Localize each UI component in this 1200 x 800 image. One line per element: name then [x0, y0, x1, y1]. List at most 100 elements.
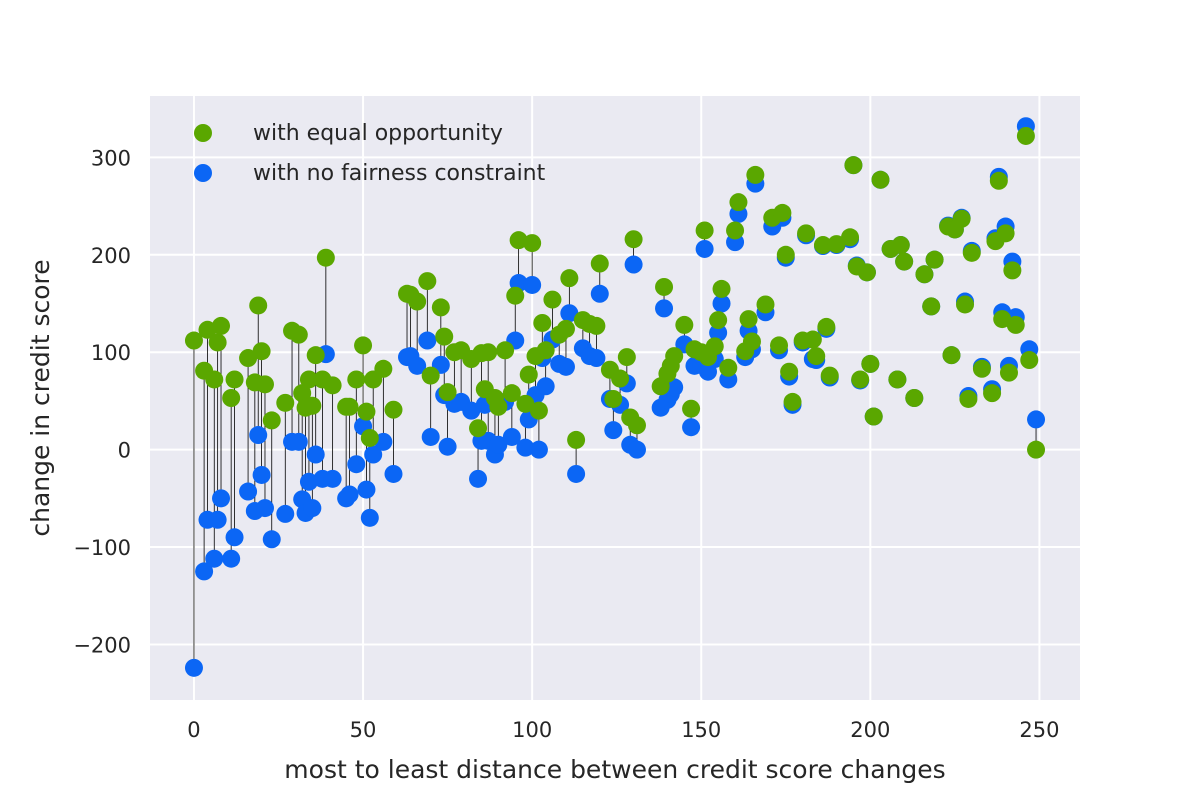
data-point-equal-opportunity [797, 224, 816, 243]
legend-label-no-fairness: with no fairness constraint [253, 161, 546, 186]
data-point-equal-opportunity [999, 363, 1018, 382]
y-tick-label: 0 [118, 439, 131, 463]
data-point-equal-opportunity [222, 389, 241, 407]
data-point-equal-opportunity [354, 336, 373, 355]
data-point-equal-opportunity [617, 348, 636, 367]
data-point-equal-opportunity [817, 317, 836, 336]
data-point-no-fairness [408, 356, 427, 375]
data-point-equal-opportunity [783, 392, 802, 411]
legend: with equal opportunity with no fairness … [194, 121, 546, 186]
data-point-no-fairness [624, 255, 643, 274]
data-point-equal-opportunity [255, 375, 274, 394]
y-tick-labels: −200 −100 0 100 200 300 [73, 146, 131, 657]
data-point-equal-opportunity [844, 156, 863, 175]
data-point-no-fairness [587, 349, 606, 368]
data-point-equal-opportunity [418, 272, 437, 291]
data-point-equal-opportunity [857, 263, 876, 282]
data-point-equal-opportunity [408, 292, 427, 311]
data-point-no-fairness [556, 357, 575, 376]
data-point-equal-opportunity [952, 209, 971, 228]
data-point-equal-opportunity [719, 358, 738, 377]
data-point-equal-opportunity [536, 341, 555, 360]
data-point-equal-opportunity [983, 384, 1002, 403]
data-point-equal-opportunity [489, 397, 508, 416]
data-point-no-fairness [360, 508, 379, 527]
data-point-equal-opportunity [742, 332, 761, 351]
data-point-equal-opportunity [695, 221, 714, 240]
legend-marker-no-fairness [194, 164, 212, 182]
data-point-equal-opportunity [959, 389, 978, 408]
series-equal-opportunity-points [184, 126, 1046, 459]
data-point-equal-opportunity [496, 341, 515, 360]
data-point-equal-opportunity [533, 313, 552, 332]
data-point-equal-opportunity [780, 362, 799, 381]
data-point-equal-opportunity [360, 428, 379, 447]
data-point-equal-opportunity [773, 203, 792, 222]
data-point-no-fairness [536, 377, 555, 396]
data-point-equal-opportunity [479, 343, 498, 362]
y-tick-label: 300 [91, 146, 131, 170]
data-point-no-fairness [357, 480, 376, 499]
data-point-equal-opportunity [803, 330, 822, 349]
data-point-no-fairness [249, 426, 268, 445]
data-point-equal-opportunity [925, 250, 944, 269]
data-point-equal-opportunity [340, 397, 359, 416]
data-point-no-fairness [655, 299, 674, 318]
data-point-equal-opportunity [989, 171, 1008, 190]
data-point-no-fairness [299, 472, 318, 491]
x-tick-labels: 0 50 100 150 200 250 [187, 718, 1059, 742]
data-point-equal-opportunity [523, 234, 542, 253]
data-point-no-fairness [184, 658, 203, 677]
y-tick-label: 200 [91, 244, 131, 268]
data-point-no-fairness [421, 427, 440, 446]
data-point-equal-opportunity [705, 337, 724, 356]
data-point-equal-opportunity [891, 236, 910, 255]
data-point-equal-opportunity [776, 245, 795, 264]
data-point-no-fairness [489, 435, 508, 454]
y-tick-label: 100 [91, 341, 131, 365]
data-point-equal-opportunity [303, 396, 322, 415]
data-point-equal-opportunity [293, 384, 312, 403]
data-point-no-fairness [384, 464, 403, 483]
data-point-no-fairness [374, 432, 393, 451]
data-point-no-fairness [682, 418, 701, 437]
data-point-no-fairness [364, 445, 383, 464]
data-point-no-fairness [523, 275, 542, 294]
data-point-no-fairness [590, 284, 609, 303]
data-point-no-fairness [303, 499, 322, 518]
data-point-equal-opportunity [516, 394, 535, 413]
data-point-no-fairness [276, 504, 295, 523]
data-point-equal-opportunity [993, 310, 1012, 329]
data-point-equal-opportunity [905, 389, 924, 407]
data-point-no-fairness [289, 432, 308, 451]
data-point-equal-opportunity [438, 383, 457, 402]
data-point-no-fairness [627, 440, 646, 459]
data-point-no-fairness [529, 440, 548, 459]
data-point-equal-opportunity [519, 365, 538, 384]
data-point-equal-opportunity [469, 419, 488, 438]
data-point-equal-opportunity [567, 430, 586, 449]
data-point-equal-opportunity [249, 296, 268, 315]
data-point-equal-opportunity [289, 325, 308, 344]
data-point-equal-opportunity [712, 279, 731, 298]
data-point-equal-opportunity [208, 333, 227, 352]
data-point-equal-opportunity [225, 370, 244, 389]
data-point-equal-opportunity [1020, 351, 1039, 370]
data-point-no-fairness [695, 239, 714, 258]
data-point-equal-opportunity [205, 370, 224, 389]
data-point-equal-opportunity [972, 359, 991, 378]
data-point-equal-opportunity [556, 319, 575, 338]
data-point-equal-opportunity [807, 347, 826, 366]
data-point-no-fairness [709, 323, 728, 342]
data-point-no-fairness [469, 469, 488, 488]
data-point-equal-opportunity [262, 411, 281, 430]
data-point-equal-opportunity [184, 331, 203, 350]
data-point-equal-opportunity [421, 366, 440, 385]
data-point-equal-opportunity [851, 370, 870, 389]
data-point-equal-opportunity [604, 389, 623, 408]
data-point-equal-opportunity [509, 231, 528, 250]
data-point-equal-opportunity [996, 224, 1015, 243]
x-tick-label: 0 [187, 718, 200, 742]
x-tick-label: 250 [1019, 718, 1059, 742]
data-point-equal-opportunity [665, 347, 684, 366]
